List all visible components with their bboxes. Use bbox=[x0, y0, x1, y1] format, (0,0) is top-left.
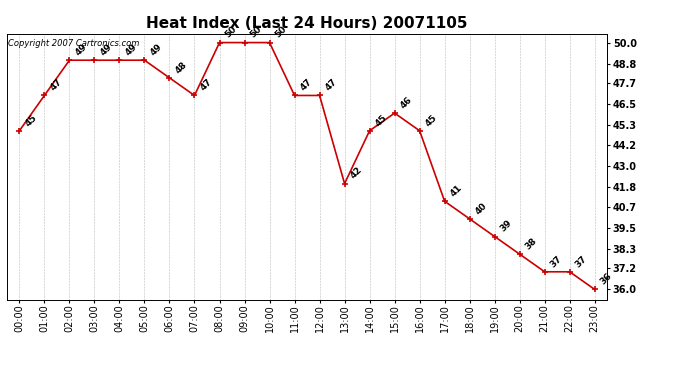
Text: 47: 47 bbox=[48, 77, 64, 93]
Text: 50: 50 bbox=[248, 25, 264, 40]
Text: 49: 49 bbox=[99, 42, 114, 57]
Text: 40: 40 bbox=[474, 201, 489, 216]
Text: 39: 39 bbox=[499, 219, 514, 234]
Text: 49: 49 bbox=[74, 42, 89, 57]
Text: 47: 47 bbox=[199, 77, 214, 93]
Text: 45: 45 bbox=[23, 112, 39, 128]
Text: 36: 36 bbox=[599, 272, 614, 286]
Text: 37: 37 bbox=[574, 254, 589, 269]
Text: 50: 50 bbox=[274, 25, 289, 40]
Text: 50: 50 bbox=[224, 25, 239, 40]
Text: 49: 49 bbox=[148, 42, 164, 57]
Text: 38: 38 bbox=[524, 236, 539, 251]
Title: Heat Index (Last 24 Hours) 20071105: Heat Index (Last 24 Hours) 20071105 bbox=[146, 16, 468, 31]
Text: 47: 47 bbox=[299, 77, 314, 93]
Text: 46: 46 bbox=[399, 95, 414, 110]
Text: 45: 45 bbox=[424, 112, 439, 128]
Text: 37: 37 bbox=[549, 254, 564, 269]
Text: Copyright 2007 Cartronics.com: Copyright 2007 Cartronics.com bbox=[8, 39, 139, 48]
Text: 49: 49 bbox=[124, 42, 139, 57]
Text: 41: 41 bbox=[448, 183, 464, 198]
Text: 45: 45 bbox=[374, 112, 389, 128]
Text: 42: 42 bbox=[348, 165, 364, 181]
Text: 47: 47 bbox=[324, 77, 339, 93]
Text: 48: 48 bbox=[174, 60, 189, 75]
